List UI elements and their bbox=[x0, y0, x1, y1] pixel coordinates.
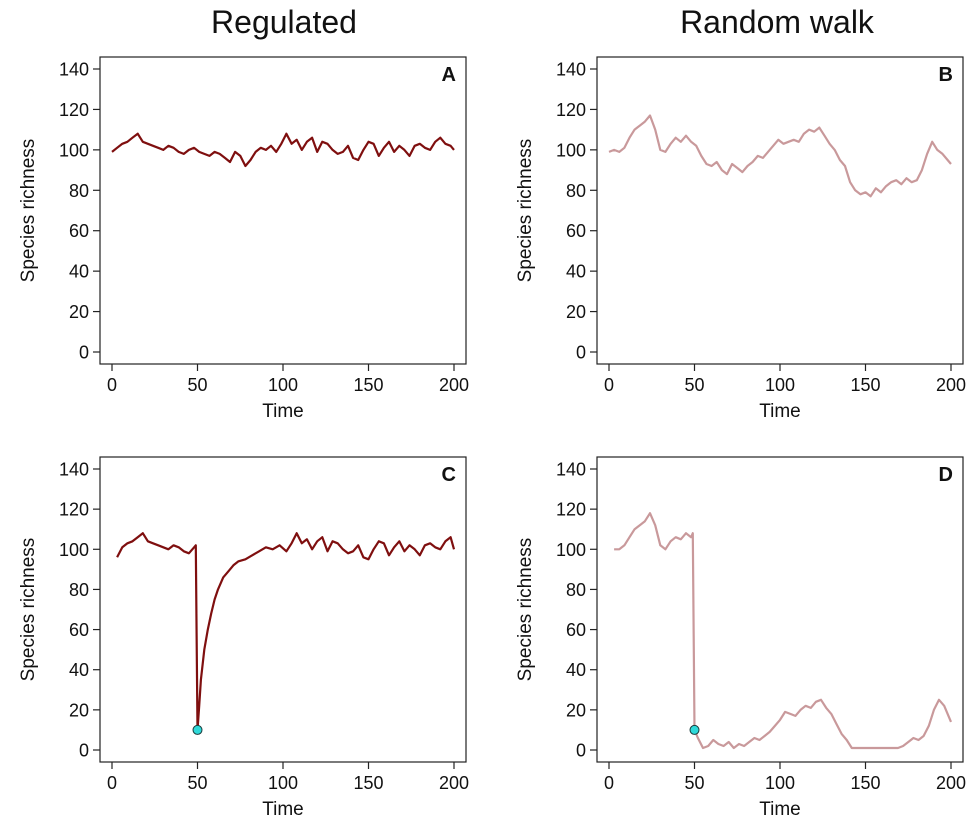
y-tick-label-b-80: 80 bbox=[566, 181, 586, 201]
y-tick-label-b-20: 20 bbox=[566, 302, 586, 322]
x-tick-label-a-0: 0 bbox=[107, 375, 117, 395]
x-tick-label-a-100: 100 bbox=[268, 375, 298, 395]
x-tick-label-d-150: 150 bbox=[850, 773, 880, 793]
y-tick-label-b-40: 40 bbox=[566, 262, 586, 282]
x-axis-label-c: Time bbox=[262, 799, 304, 820]
panel-label-b: B bbox=[939, 64, 953, 86]
y-tick-label-b-60: 60 bbox=[566, 221, 586, 241]
series-line-d-0 bbox=[614, 512, 953, 750]
y-tick-label-d-100: 100 bbox=[556, 540, 586, 560]
x-tick-label-b-150: 150 bbox=[850, 375, 880, 395]
series-line-a-0 bbox=[111, 132, 455, 168]
x-axis-label-b: Time bbox=[759, 401, 801, 422]
x-tick-label-d-200: 200 bbox=[936, 773, 966, 793]
series-line-c-0 bbox=[116, 532, 456, 732]
y-tick-label-a-20: 20 bbox=[69, 302, 89, 322]
series-line-b-0 bbox=[608, 114, 952, 198]
y-tick-label-c-120: 120 bbox=[59, 500, 89, 520]
y-tick-label-a-60: 60 bbox=[69, 221, 89, 241]
x-tick-label-a-200: 200 bbox=[439, 375, 469, 395]
panel-label-c: C bbox=[442, 464, 456, 486]
x-tick-label-c-150: 150 bbox=[353, 773, 383, 793]
plot-frame-d bbox=[596, 456, 964, 763]
x-tick-label-a-150: 150 bbox=[353, 375, 383, 395]
y-axis-label-a: Species richness bbox=[18, 139, 39, 283]
y-tick-label-c-0: 0 bbox=[79, 741, 89, 761]
y-axis-label-b: Species richness bbox=[515, 139, 536, 283]
y-tick-label-a-40: 40 bbox=[69, 262, 89, 282]
column-title-regulated: Regulated bbox=[211, 4, 357, 40]
perturbation-marker-d bbox=[689, 724, 700, 735]
y-axis-label-c: Species richness bbox=[18, 538, 39, 682]
y-tick-label-c-140: 140 bbox=[59, 460, 89, 480]
x-axis-label-a: Time bbox=[262, 401, 304, 422]
y-tick-label-d-140: 140 bbox=[556, 460, 586, 480]
x-tick-label-a-50: 50 bbox=[187, 375, 207, 395]
x-tick-label-d-100: 100 bbox=[765, 773, 795, 793]
y-tick-label-d-20: 20 bbox=[566, 700, 586, 720]
y-tick-label-c-100: 100 bbox=[59, 540, 89, 560]
y-tick-label-b-0: 0 bbox=[576, 343, 586, 363]
x-tick-label-c-0: 0 bbox=[107, 773, 117, 793]
x-tick-label-c-50: 50 bbox=[187, 773, 207, 793]
panel-label-a: A bbox=[442, 64, 456, 86]
y-tick-label-d-120: 120 bbox=[556, 500, 586, 520]
x-tick-label-b-100: 100 bbox=[765, 375, 795, 395]
y-tick-label-d-0: 0 bbox=[576, 741, 586, 761]
y-tick-label-a-100: 100 bbox=[59, 140, 89, 160]
y-tick-label-a-140: 140 bbox=[59, 60, 89, 80]
y-tick-label-b-120: 120 bbox=[556, 100, 586, 120]
y-tick-label-b-140: 140 bbox=[556, 60, 586, 80]
y-tick-label-c-60: 60 bbox=[69, 620, 89, 640]
x-tick-label-b-50: 50 bbox=[684, 375, 704, 395]
y-tick-label-c-20: 20 bbox=[69, 700, 89, 720]
y-axis-label-d: Species richness bbox=[515, 538, 536, 682]
y-tick-label-b-100: 100 bbox=[556, 140, 586, 160]
x-tick-label-d-0: 0 bbox=[604, 773, 614, 793]
x-tick-label-d-50: 50 bbox=[684, 773, 704, 793]
y-tick-label-a-0: 0 bbox=[79, 343, 89, 363]
y-tick-label-c-80: 80 bbox=[69, 580, 89, 600]
plot-frame-a bbox=[99, 56, 467, 365]
x-tick-label-b-200: 200 bbox=[936, 375, 966, 395]
y-tick-label-a-120: 120 bbox=[59, 100, 89, 120]
x-tick-label-b-0: 0 bbox=[604, 375, 614, 395]
plot-frame-c bbox=[99, 456, 467, 763]
column-title-random-walk: Random walk bbox=[680, 4, 874, 40]
x-tick-label-c-100: 100 bbox=[268, 773, 298, 793]
y-tick-label-c-40: 40 bbox=[69, 660, 89, 680]
panel-label-d: D bbox=[939, 464, 953, 486]
perturbation-marker-c bbox=[192, 724, 203, 735]
x-tick-label-c-200: 200 bbox=[439, 773, 469, 793]
y-tick-label-d-40: 40 bbox=[566, 660, 586, 680]
y-tick-label-a-80: 80 bbox=[69, 181, 89, 201]
plot-frame-b bbox=[596, 56, 964, 365]
y-tick-label-d-80: 80 bbox=[566, 580, 586, 600]
x-axis-label-d: Time bbox=[759, 799, 801, 820]
y-tick-label-d-60: 60 bbox=[566, 620, 586, 640]
